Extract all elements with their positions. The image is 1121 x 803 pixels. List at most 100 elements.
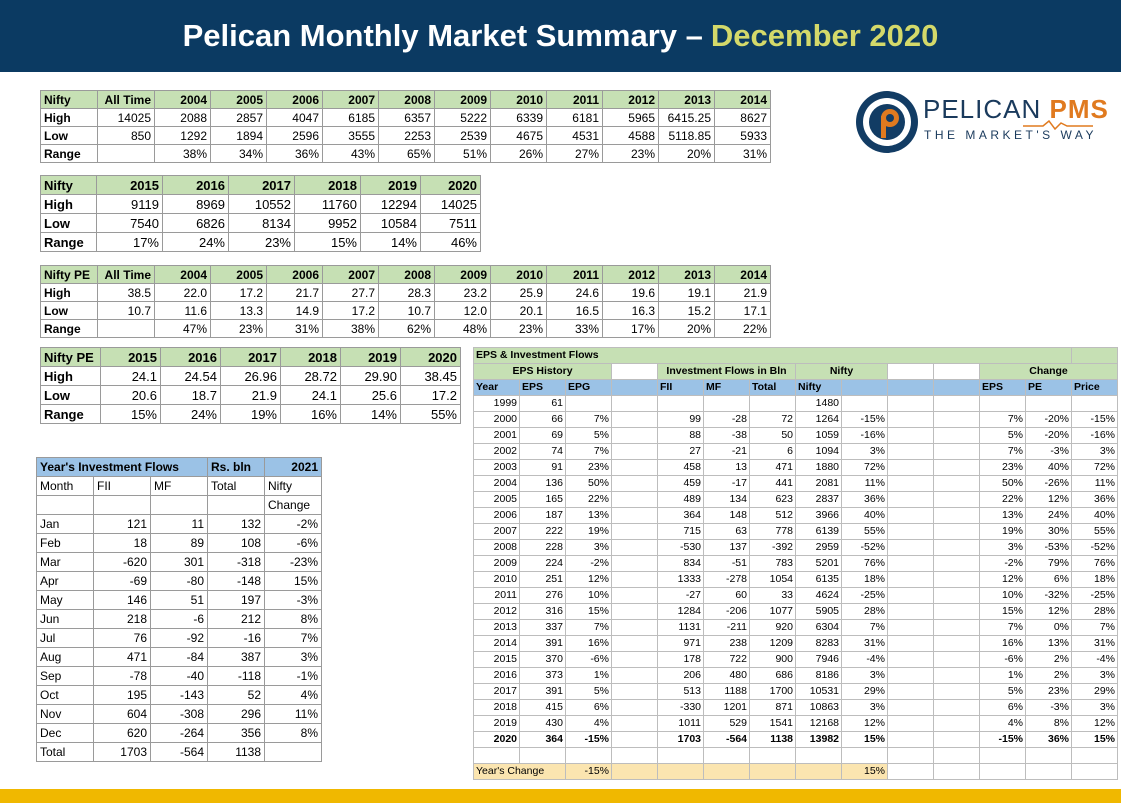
eps-investment-flows-table: EPS & Investment Flows EPS History Investm…: [473, 347, 1118, 780]
table-cell: 6304: [795, 619, 842, 636]
table-cell: 5201: [795, 555, 842, 572]
table-row: Range 15% 24% 19% 16% 14% 55%: [40, 404, 461, 424]
table-cell: 15%: [294, 232, 361, 252]
empty-cell: [611, 427, 658, 444]
column-header: 2017: [228, 175, 295, 195]
header-row: Nifty PE All Time 2004 2005 2006 2007 2008 2009…: [40, 265, 771, 284]
table-cell: 89: [150, 533, 208, 553]
table-cell: 5222: [434, 108, 491, 127]
table-cell: 11%: [264, 704, 322, 724]
table-cell: 76%: [841, 555, 888, 572]
table-cell: 88: [657, 427, 704, 444]
empty-cell: [611, 539, 658, 556]
table-cell: 13%: [565, 507, 612, 524]
table-cell: [841, 395, 888, 412]
table-cell: 33%: [546, 319, 603, 338]
table-cell: [657, 395, 704, 412]
empty-cell: [933, 587, 980, 604]
table-cell: 20.6: [100, 385, 161, 405]
table-cell: 24.1: [280, 385, 341, 405]
empty-cell: [473, 747, 520, 764]
table-cell: 30%: [1025, 523, 1072, 540]
empty-cell: [611, 571, 658, 588]
table-cell: 3555: [322, 126, 379, 145]
table-cell: 20%: [658, 144, 715, 163]
table-cell: 8%: [264, 723, 322, 743]
row-label: Range: [40, 232, 97, 252]
table-cell: -53%: [1025, 539, 1072, 556]
table-row: 2014 391 16% 971 238 1209 8283 31% 16% 13% 31%: [473, 635, 1118, 652]
table-cell: 27: [657, 443, 704, 460]
table-cell: 12%: [1025, 491, 1072, 508]
table-cell: [1025, 395, 1072, 412]
table-cell: 1%: [565, 667, 612, 684]
empty-cell: [933, 651, 980, 668]
table-cell: 12%: [565, 571, 612, 588]
table-cell: 14.9: [266, 301, 323, 320]
table-cell: -3%: [1025, 699, 1072, 716]
table-cell: 31%: [714, 144, 771, 163]
row-label: Oct: [36, 685, 94, 705]
table-cell: 108: [207, 533, 265, 553]
table-cell: 623: [749, 491, 796, 508]
row-label: 2014: [473, 635, 520, 652]
title-banner: Pelican Monthly Market Summary – Decembe…: [0, 0, 1121, 72]
table-cell: -6%: [264, 533, 322, 553]
table-cell: 17.2: [400, 385, 461, 405]
table-cell: 5%: [979, 427, 1026, 444]
column-header: Nifty: [40, 175, 97, 195]
table-cell: -52%: [841, 539, 888, 556]
table-cell: 187: [519, 507, 566, 524]
table-cell: -92: [150, 628, 208, 648]
table-cell: -6: [150, 609, 208, 629]
table-cell: 1188: [703, 683, 750, 700]
table-cell: 52: [207, 685, 265, 705]
table-cell: 18%: [841, 571, 888, 588]
table-cell: 40%: [1071, 507, 1118, 524]
column-header: 2020: [400, 347, 461, 367]
empty-cell: [611, 651, 658, 668]
table-cell: 6%: [979, 699, 1026, 716]
table-cell: -20%: [1025, 427, 1072, 444]
table-cell: 251: [519, 571, 566, 588]
column-header: 2006: [266, 90, 323, 109]
table-cell: 7%: [264, 628, 322, 648]
table-cell: 23%: [210, 319, 267, 338]
column-header: 2009: [434, 265, 491, 284]
empty-cell: [887, 699, 934, 716]
table-cell: 1059: [795, 427, 842, 444]
table-cell: 4531: [546, 126, 603, 145]
row-label: Dec: [36, 723, 94, 743]
table-cell: 12%: [841, 715, 888, 732]
table-cell: 46%: [420, 232, 481, 252]
row-label: 2019: [473, 715, 520, 732]
table-cell: 10.7: [378, 301, 435, 320]
table-cell: 3%: [1071, 443, 1118, 460]
table-cell: -52%: [1071, 539, 1118, 556]
table-cell: 364: [519, 731, 566, 748]
table-cell: -6%: [565, 651, 612, 668]
table-cell: 218: [93, 609, 151, 629]
table-cell: 337: [519, 619, 566, 636]
table-cell: 7%: [565, 619, 612, 636]
table-cell: 23%: [602, 144, 659, 163]
table-row: 2008 228 3% -530 137 -392 2959 -52% 3% -53% -52%: [473, 539, 1118, 556]
column-header: 2017: [220, 347, 281, 367]
table-cell: -392: [749, 539, 796, 556]
table-cell: 8969: [162, 194, 229, 214]
table-cell: 3966: [795, 507, 842, 524]
row-label: Low: [40, 301, 98, 320]
table-cell: 10584: [360, 213, 421, 233]
table-cell: 38.5: [97, 283, 155, 302]
table-cell: 69: [519, 427, 566, 444]
table-cell: -69: [93, 571, 151, 591]
table-cell: -17: [703, 475, 750, 492]
table-cell: 34%: [210, 144, 267, 163]
empty-cell: [933, 635, 980, 652]
empty-cell: [933, 395, 980, 412]
table-cell: -4%: [1071, 651, 1118, 668]
table-cell: -564: [150, 742, 208, 762]
table-cell: 871: [749, 699, 796, 716]
column-header: Nifty PE: [40, 265, 98, 284]
column-header: Nifty: [40, 90, 98, 109]
